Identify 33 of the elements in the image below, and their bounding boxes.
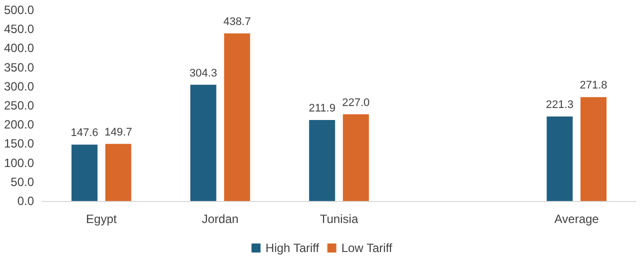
x-tick-label: Average (554, 212, 600, 226)
bar (224, 33, 250, 201)
data-label: 147.6 (70, 127, 98, 140)
x-tick-label: Jordan (202, 212, 239, 226)
y-tick-label: 250.0 (4, 98, 34, 112)
y-tick-label: 150.0 (4, 136, 34, 151)
data-label: 227.0 (342, 96, 370, 109)
data-label: 211.9 (308, 102, 336, 115)
y-tick-label: 100.0 (4, 156, 34, 170)
y-tick-label: 50.0 (10, 174, 34, 189)
data-label: 271.8 (580, 80, 608, 92)
y-tick-label: 400.0 (4, 41, 34, 56)
bar (309, 120, 336, 201)
x-tick-label: Egypt (86, 212, 118, 226)
y-tick-label: 0.0 (17, 194, 34, 208)
y-tick-label: 350.0 (4, 60, 34, 74)
data-label: 438.7 (223, 16, 251, 28)
legend-label: High Tariff (266, 241, 320, 255)
legend-label: Low Tariff (341, 241, 393, 255)
x-tick-label: Tunisia (320, 212, 358, 226)
y-tick-label: 300.0 (4, 79, 34, 94)
bar (546, 116, 573, 201)
data-label: 221.3 (546, 98, 574, 111)
y-tick-label: 450.0 (4, 22, 34, 36)
bar (72, 144, 98, 201)
bar (105, 144, 132, 201)
bar (580, 97, 606, 201)
bar (190, 84, 216, 201)
y-tick-label: 200.0 (4, 118, 34, 132)
bar (342, 114, 369, 201)
y-tick-label: 500.0 (4, 3, 34, 17)
data-label: 304.3 (190, 67, 218, 80)
data-label: 149.7 (104, 126, 132, 138)
